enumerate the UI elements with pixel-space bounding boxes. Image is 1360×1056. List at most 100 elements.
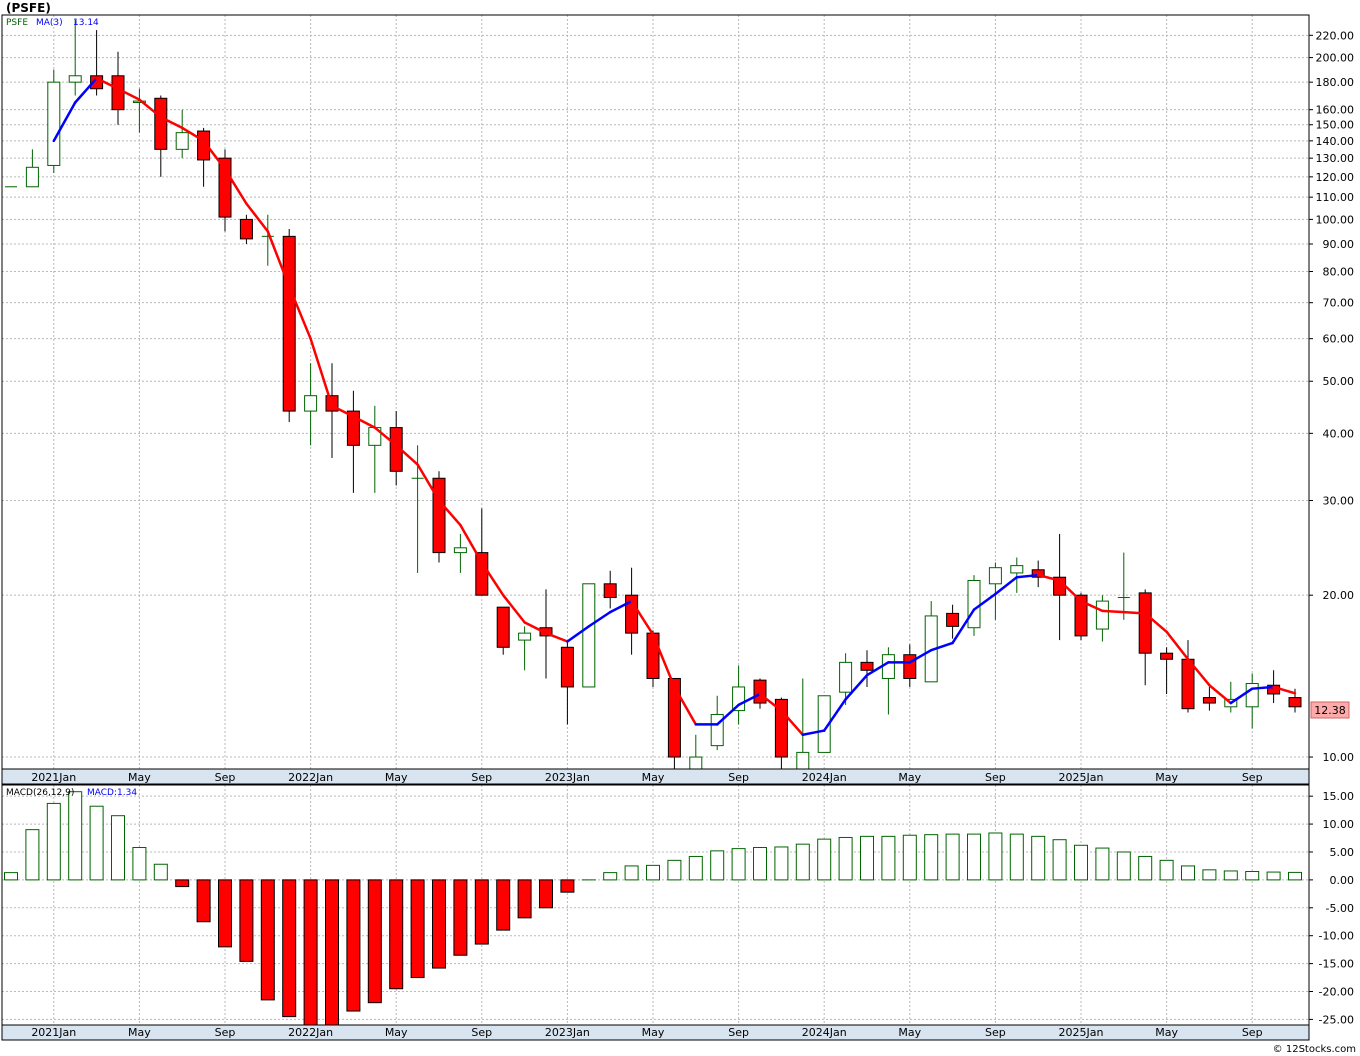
macd-bar	[838, 836, 853, 881]
macd-y-tick-label: -25.00	[1319, 1013, 1354, 1026]
date-axis-label: May	[385, 771, 408, 784]
ma-segment	[844, 673, 869, 701]
macd-bar	[688, 855, 703, 881]
macd-bar	[1223, 870, 1238, 881]
candle-body	[304, 395, 318, 412]
macd-bar	[902, 834, 917, 881]
price-y-tick-label: 40.00	[1323, 427, 1355, 440]
ma-segment	[822, 698, 847, 732]
candle-body	[689, 756, 703, 770]
ma-segment	[52, 101, 77, 143]
ma-segment	[138, 98, 163, 119]
candle-body	[967, 579, 981, 629]
macd-y-tick-label: 15.00	[1323, 790, 1355, 803]
date-axis-label: 2025Jan	[1059, 771, 1104, 784]
price-legend: PSFE MA(3) 13.14	[6, 18, 99, 28]
macd-bar	[667, 859, 682, 881]
price-y-tick-label: 50.00	[1323, 375, 1355, 388]
ma-segment	[1186, 658, 1211, 687]
ma-segment	[159, 115, 184, 130]
date-axis-label: May	[385, 1026, 408, 1039]
macd-bar	[432, 879, 446, 969]
date-axis-label: Sep	[728, 771, 749, 784]
candle-body	[68, 75, 82, 83]
legend-ma-value: 13.14	[73, 18, 99, 28]
macd-bar	[539, 879, 553, 909]
date-axis-label: Sep	[215, 771, 236, 784]
ma-segment	[1165, 630, 1190, 661]
macd-bar	[389, 879, 404, 990]
macd-y-tick-label: -20.00	[1319, 986, 1354, 999]
candle-body	[903, 654, 917, 679]
date-axis-bottom: 2021Jan May Sep 2022Jan May Sep 2023Jan May Sep 2…	[31, 1026, 1262, 1039]
moving-average-line	[52, 77, 1297, 737]
ma-segment	[715, 703, 740, 726]
macd-bar	[945, 833, 960, 881]
ma-segment	[1272, 685, 1297, 695]
candle-body	[732, 686, 746, 712]
macd-bar	[46, 802, 61, 881]
date-axis-label: May	[128, 1026, 151, 1039]
macd-bar	[795, 843, 810, 881]
ma-segment	[459, 523, 484, 564]
macd-bar	[1138, 855, 1153, 881]
macd-bar	[68, 791, 83, 881]
date-axis-label: Sep	[471, 771, 492, 784]
price-y-tick-label: 160.00	[1316, 104, 1355, 117]
macd-y-tick-label: 5.00	[1330, 846, 1355, 859]
ma-segment	[287, 285, 312, 340]
macd-bar	[1159, 859, 1174, 881]
macd-bar	[111, 815, 125, 881]
ma-segment	[523, 621, 548, 635]
macd-legend-value: MACD:1.34	[87, 788, 137, 798]
macd-bar	[239, 879, 254, 962]
macd-bar	[1052, 839, 1067, 881]
macd-bar	[1095, 847, 1110, 881]
candle-body	[646, 632, 660, 679]
macd-bar	[346, 879, 361, 1012]
candle-body	[1010, 565, 1024, 574]
candle-body	[432, 477, 446, 554]
price-y-tick-label: 200.00	[1316, 52, 1355, 65]
macd-bar	[1031, 835, 1046, 881]
candle-body	[47, 81, 61, 166]
date-axis-label: 2021Jan	[31, 771, 76, 784]
macd-bar	[132, 847, 147, 881]
ma-segment	[1058, 579, 1083, 603]
date-axis-label: Sep	[985, 771, 1006, 784]
date-axis-label: May	[642, 1026, 665, 1039]
price-y-tick-label: 140.00	[1316, 135, 1355, 148]
price-y-tick-label: 120.00	[1316, 171, 1355, 184]
ma-segment	[373, 426, 398, 447]
candle-body	[1160, 652, 1174, 660]
candle-body	[346, 410, 360, 446]
ma-segment	[501, 593, 526, 624]
date-axis-label: 2022Jan	[288, 771, 333, 784]
price-y-tick-label: 150.00	[1316, 119, 1355, 132]
ma-segment	[994, 575, 1019, 596]
price-y-tick-label: 130.00	[1316, 152, 1355, 165]
footer-credit: © 12Stocks.com	[1273, 1044, 1356, 1055]
date-axis-label: 2025Jan	[1059, 1026, 1104, 1039]
price-y-axis: 220.00 200.00 180.00 160.00 150.00 140.00 130.…	[1309, 29, 1354, 764]
ma-segment	[352, 415, 377, 429]
ma-segment	[566, 625, 591, 643]
legend-ma-label: MA(3)	[36, 18, 63, 28]
macd-legend: MACD(26,12,9) MACD:1.34	[6, 788, 137, 798]
last-price-badge: 12.38	[1310, 701, 1350, 719]
price-candles	[5, 19, 1302, 772]
candle-body	[1074, 594, 1088, 637]
date-axis-label: Sep	[215, 1026, 236, 1039]
ma-segment	[587, 610, 612, 628]
macd-bar	[967, 833, 981, 881]
date-axis-label: Sep	[985, 1026, 1006, 1039]
date-axis-label: 2024Jan	[802, 1026, 847, 1039]
macd-bar	[817, 838, 832, 881]
ma-segment	[951, 608, 976, 645]
macd-y-tick-label: 10.00	[1323, 818, 1355, 831]
candle-body	[860, 661, 874, 671]
macd-bars	[4, 791, 1302, 1026]
macd-bar	[453, 879, 468, 956]
ma-segment	[202, 139, 227, 171]
